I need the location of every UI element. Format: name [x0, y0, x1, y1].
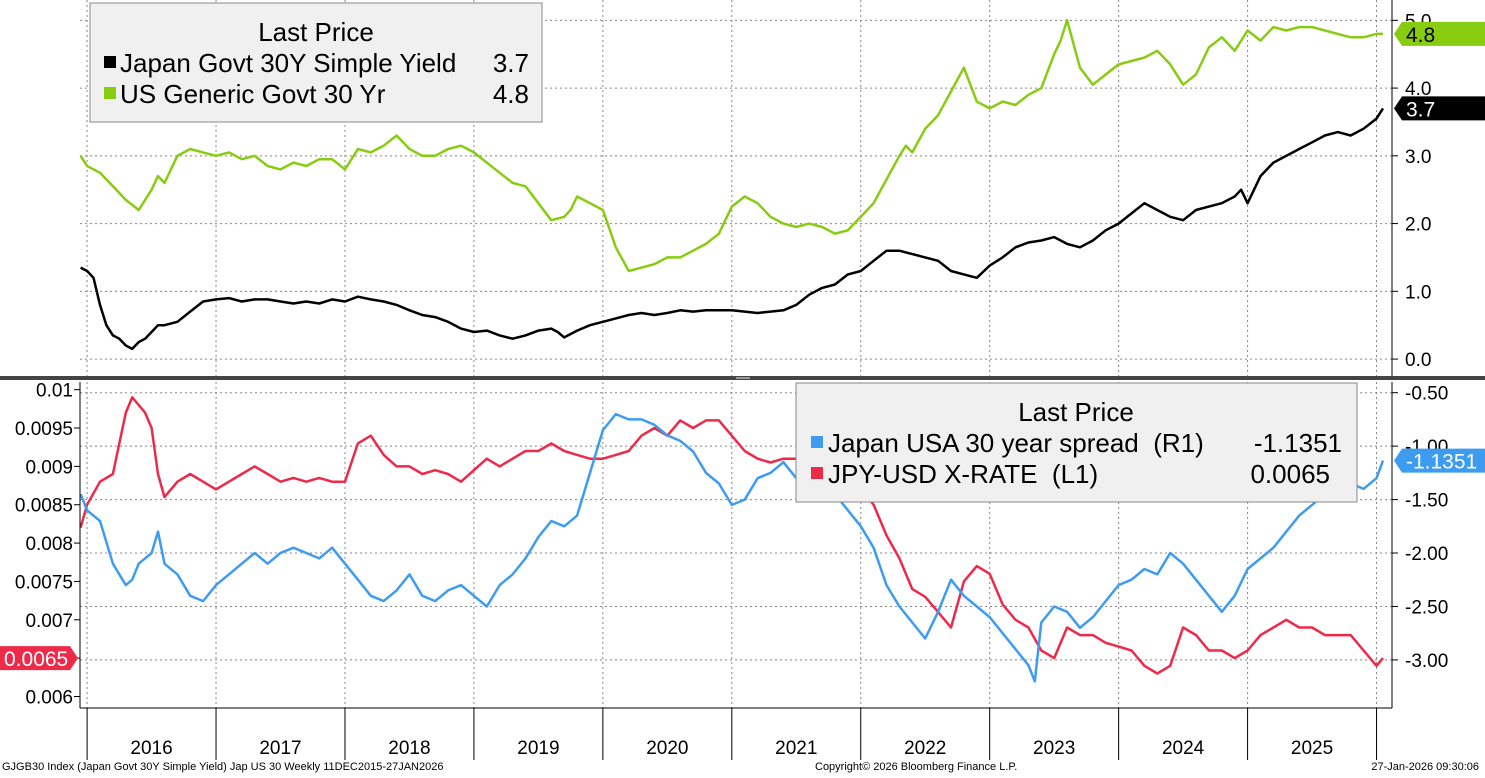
top-ytick-label-2: 2.0	[1405, 215, 1431, 236]
x-axis-label-2021: 2021	[775, 738, 817, 759]
bottom-legend-label-spread: Japan USA 30 year spread (R1)	[828, 428, 1204, 458]
bottom-legend-value-jpyusd: 0.0065	[1250, 459, 1330, 489]
top-legend-value-us: 4.8	[493, 79, 529, 109]
last-value-tag-japan30y: 3.7	[1394, 96, 1485, 121]
top-ytick-label-0: 0.0	[1405, 350, 1431, 371]
footer-source: GJGB30 Index (Japan Govt 30Y Simple Yiel…	[2, 761, 444, 773]
x-axis-label-2020: 2020	[646, 738, 688, 759]
last-value-tag-spread-shape	[1394, 448, 1485, 473]
bottom-left-ytick-label-8: 0.006	[25, 687, 73, 708]
bottom-right-ytick-label-2: -1.50	[1405, 491, 1448, 512]
top-ytick-label-1: 1.0	[1405, 282, 1431, 303]
x-axis-label-2016: 2016	[130, 738, 172, 759]
top-legend: Last Price Japan Govt 30Y Simple Yield 3…	[89, 2, 543, 123]
bottom-left-ytick-label-6: 0.007	[25, 611, 73, 632]
last-value-tag-jpyusd-shape	[0, 646, 78, 671]
bottom-panel-gridlines	[80, 382, 1392, 708]
last-value-tag-spread-label: -1.1351	[1406, 451, 1477, 474]
bottom-right-ytick-label-5: -3.00	[1405, 651, 1448, 672]
top-legend-value-japan: 3.7	[493, 48, 529, 78]
bottom-legend: Last Price Japan USA 30 year spread (R1)…	[795, 382, 1358, 503]
x-axis: 2016 2017 2018 2019 2020 2021 2022 2023 2024 2025	[80, 707, 1392, 760]
top-legend-swatch-us	[104, 87, 116, 99]
last-value-tag-us30y-shape	[1394, 21, 1485, 46]
series-line-us30y	[79, 19, 1383, 273]
series-line-jpyusd	[79, 396, 1384, 675]
bottom-right-ytick-label-4: -2.50	[1405, 597, 1448, 618]
top-panel-right-axis: 0.01.02.03.04.05.0	[1391, 0, 1431, 376]
top-ytick-label-3: 3.0	[1405, 147, 1431, 168]
top-legend-swatch-japan	[104, 56, 116, 68]
panel-divider-grip[interactable]	[736, 377, 750, 379]
last-value-tag-us30y: 4.8	[1394, 21, 1485, 47]
bottom-legend-swatch-jpyusd	[811, 467, 823, 479]
top-panel-gridlines	[80, 0, 1392, 376]
last-value-tags: 4.83.70.0065-1.1351	[0, 21, 1485, 671]
top-ytick-label-4: 4.0	[1405, 79, 1431, 100]
top-legend-title: Last Price	[258, 17, 374, 47]
bottom-left-ytick-label-0: 0.01	[36, 381, 73, 402]
bottom-left-ytick-label-4: 0.008	[25, 534, 73, 555]
last-value-tag-us30y-label: 4.8	[1406, 24, 1435, 47]
top-legend-label-us: US Generic Govt 30 Yr	[120, 79, 386, 109]
bottom-legend-title: Last Price	[1018, 397, 1134, 427]
bottom-left-ytick-label-3: 0.0085	[15, 496, 73, 517]
x-axis-label-2022: 2022	[904, 738, 946, 759]
bottom-left-ytick-label-2: 0.009	[25, 457, 73, 478]
last-value-tag-japan30y-label: 3.7	[1406, 98, 1435, 121]
x-axis-label-2023: 2023	[1033, 738, 1075, 759]
last-value-tag-jpyusd-label: 0.0065	[4, 648, 68, 671]
bottom-legend-swatch-spread	[811, 436, 823, 448]
last-value-tag-spread: -1.1351	[1394, 448, 1485, 474]
bottom-left-ytick-label-1: 0.0095	[15, 419, 73, 440]
x-axis-label-2025: 2025	[1291, 738, 1333, 759]
series-line-japan30y	[80, 107, 1385, 351]
top-legend-box	[89, 2, 543, 123]
top-panel-series	[79, 19, 1385, 351]
bottom-right-ytick-label-0: -0.50	[1405, 384, 1448, 405]
bottom-panel-series	[79, 396, 1385, 683]
series-line-spread	[79, 412, 1385, 683]
footer-timestamp: 27-Jan-2026 09:30:06	[1371, 761, 1479, 773]
x-axis-label-2019: 2019	[517, 738, 559, 759]
last-value-tag-japan30y-shape	[1394, 96, 1485, 121]
bottom-right-ytick-label-3: -2.00	[1405, 544, 1448, 565]
footer-copyright: Copyright© 2026 Bloomberg Finance L.P.	[815, 761, 1018, 773]
x-axis-label-2018: 2018	[388, 738, 430, 759]
bottom-legend-box	[795, 382, 1358, 503]
bottom-left-ytick-label-5: 0.0075	[15, 572, 73, 593]
x-axis-label-2017: 2017	[259, 738, 301, 759]
top-legend-label-japan: Japan Govt 30Y Simple Yield	[120, 48, 456, 78]
last-value-tag-jpyusd: 0.0065	[0, 646, 78, 671]
bottom-legend-value-spread: -1.1351	[1254, 428, 1342, 458]
x-axis-label-2024: 2024	[1162, 738, 1205, 759]
bottom-legend-label-jpyusd: JPY-USD X-RATE (L1)	[828, 459, 1098, 489]
